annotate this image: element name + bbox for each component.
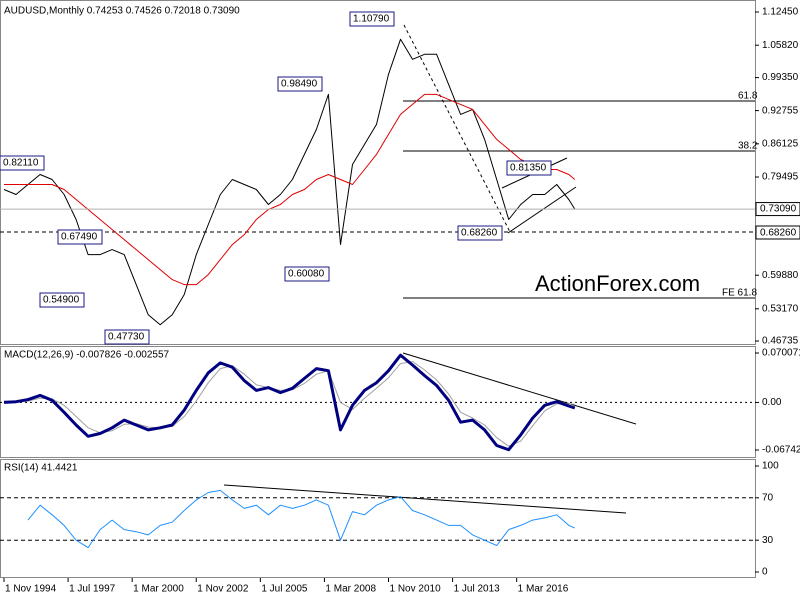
level-label-box xyxy=(755,225,800,240)
y-tick-label: 100 xyxy=(762,461,779,472)
x-tick-label: 1 Mar 2008 xyxy=(325,584,376,595)
y-tick-label: 30 xyxy=(762,535,774,546)
rsi-panel xyxy=(0,459,756,578)
y-tick-label: 0.00 xyxy=(762,397,782,408)
y-tick-label: 1.05820 xyxy=(762,40,799,51)
annotation-box xyxy=(349,11,395,27)
x-tick-label: 1 Jul 2005 xyxy=(261,584,308,595)
level-label: 0.68260 xyxy=(760,228,797,239)
y-tick-label: -0.067423 xyxy=(762,445,800,456)
price-label: 0.73090 xyxy=(760,204,797,215)
x-tick-label: 1 Nov 2010 xyxy=(390,584,442,595)
macd-trendline xyxy=(402,352,637,425)
y-tick-label: 0 xyxy=(762,567,768,578)
y-tick-label: 0.79495 xyxy=(762,172,799,183)
x-tick-label: 1 Mar 2000 xyxy=(133,584,184,595)
rsi-trendline xyxy=(223,484,627,514)
annotation-box xyxy=(39,292,85,308)
annotation: 0.81350 xyxy=(510,163,547,174)
series-line xyxy=(3,353,576,452)
annotation: 0.60080 xyxy=(288,269,325,280)
x-tick-label: 1 Jul 1997 xyxy=(69,584,116,595)
annotation-box xyxy=(506,160,552,176)
annotation-box xyxy=(57,229,103,245)
watermark: ActionForex.com xyxy=(535,271,700,296)
annotation-box xyxy=(457,225,503,241)
annotation: 0.98490 xyxy=(281,79,318,90)
price-label-box xyxy=(755,202,800,217)
series-line xyxy=(27,489,576,549)
series-line xyxy=(4,93,576,286)
annotation: FE 61.8 xyxy=(722,288,757,299)
x-tick-label: 1 Jul 2013 xyxy=(454,584,501,595)
annotation: 0.82110 xyxy=(3,158,39,169)
x-tick-label: 1 Nov 1994 xyxy=(5,584,57,595)
annotation: 0.54900 xyxy=(43,295,80,306)
annotation: 0.68260 xyxy=(461,228,498,239)
y-tick-label: 0.070071 xyxy=(762,348,800,359)
annotation: 61.8 xyxy=(738,91,758,102)
y-tick-label: 0.92755 xyxy=(762,105,799,116)
annotation: 38.2 xyxy=(738,141,758,152)
price-title: AUDUSD,Monthly 0.74253 0.74526 0.72018 0… xyxy=(4,6,240,17)
y-tick-label: 0.46735 xyxy=(762,336,799,347)
y-tick-label: 0.53170 xyxy=(762,303,799,314)
y-tick-label: 1.12450 xyxy=(762,7,799,18)
y-tick-label: 0.86125 xyxy=(762,138,799,149)
price-panel xyxy=(0,0,756,345)
x-tick-label: 1 Mar 2016 xyxy=(518,584,569,595)
y-tick-label: 70 xyxy=(762,492,774,503)
macd-title: MACD(12,26,9) -0.007826 -0.002557 xyxy=(4,350,170,361)
fib-diagonal xyxy=(403,24,511,233)
annotation-box xyxy=(284,266,330,282)
annotation-box xyxy=(0,155,45,171)
y-tick-label: 0.59880 xyxy=(762,270,799,281)
y-tick-label: 0.99350 xyxy=(762,72,799,83)
annotation-box xyxy=(104,329,150,345)
x-tick-label: 1 Nov 2002 xyxy=(197,584,249,595)
rsi-title: RSI(14) 41.4421 xyxy=(4,463,78,474)
annotation: 1.10790 xyxy=(353,14,390,25)
annotation: 0.47730 xyxy=(108,332,145,343)
series-line xyxy=(3,38,576,326)
annotation: 0.67490 xyxy=(61,232,98,243)
annotation-box xyxy=(277,76,323,92)
